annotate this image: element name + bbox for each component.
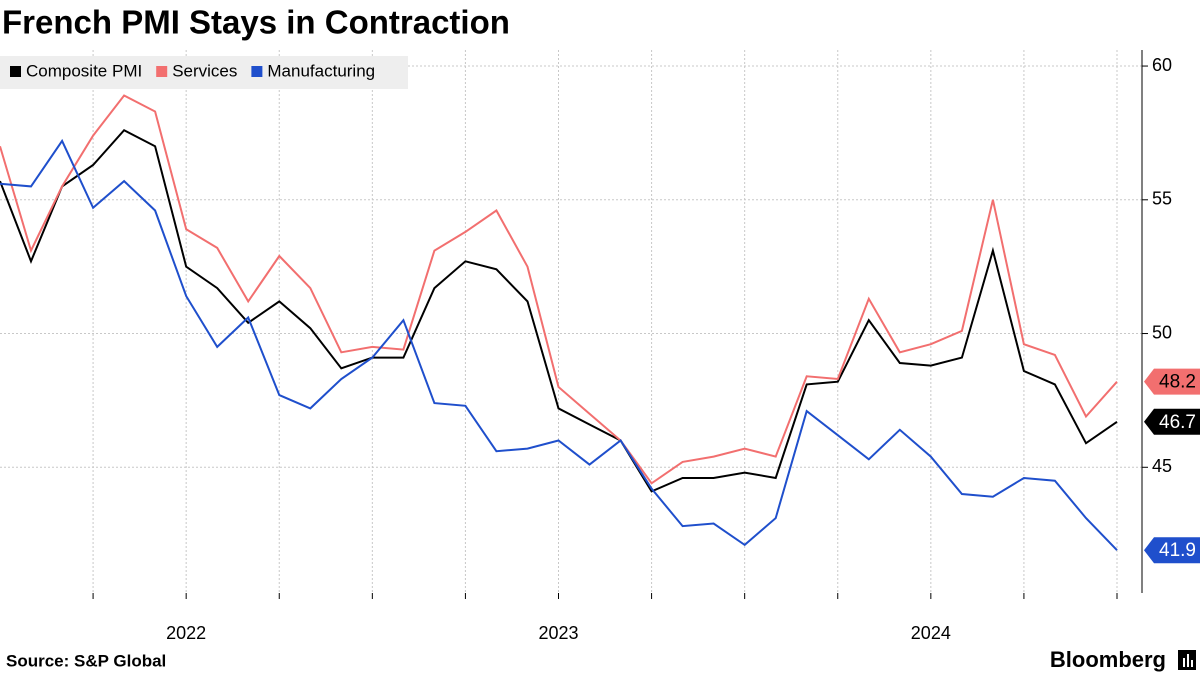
legend-box <box>0 56 408 89</box>
legend-swatch <box>251 66 263 77</box>
chart-title: French PMI Stays in Contraction <box>2 4 510 41</box>
y-tick-label: 60 <box>1152 55 1172 75</box>
brand-icon-bar <box>1183 658 1185 667</box>
y-tick-label: 55 <box>1152 189 1172 209</box>
series-line <box>0 128 1118 493</box>
series-line <box>0 94 1118 485</box>
source: Source: S&P Global <box>6 651 166 670</box>
series-line <box>0 138 1118 551</box>
value-label: 41.9 <box>1159 540 1196 561</box>
y-tick-label: 50 <box>1152 322 1172 342</box>
legend-label: Manufacturing <box>267 61 375 80</box>
legend-swatch <box>10 66 21 77</box>
value-tag <box>1144 408 1200 435</box>
value-label: 46.7 <box>1159 412 1196 433</box>
legend-label: Services <box>172 61 237 80</box>
x-tick-label: 2023 <box>538 623 578 643</box>
brand-icon-bar <box>1187 654 1189 667</box>
grid <box>0 50 1142 593</box>
brand-icon-bar <box>1191 660 1193 667</box>
brand: Bloomberg <box>1050 647 1166 672</box>
value-tag <box>1144 368 1200 395</box>
legend-label: Composite PMI <box>26 61 142 80</box>
legend-swatch <box>156 66 168 77</box>
value-tag <box>1144 537 1200 564</box>
value-label: 48.2 <box>1159 372 1196 393</box>
x-tick-label: 2022 <box>166 623 206 643</box>
x-tick-label: 2024 <box>911 623 951 643</box>
y-tick-label: 45 <box>1152 456 1172 476</box>
